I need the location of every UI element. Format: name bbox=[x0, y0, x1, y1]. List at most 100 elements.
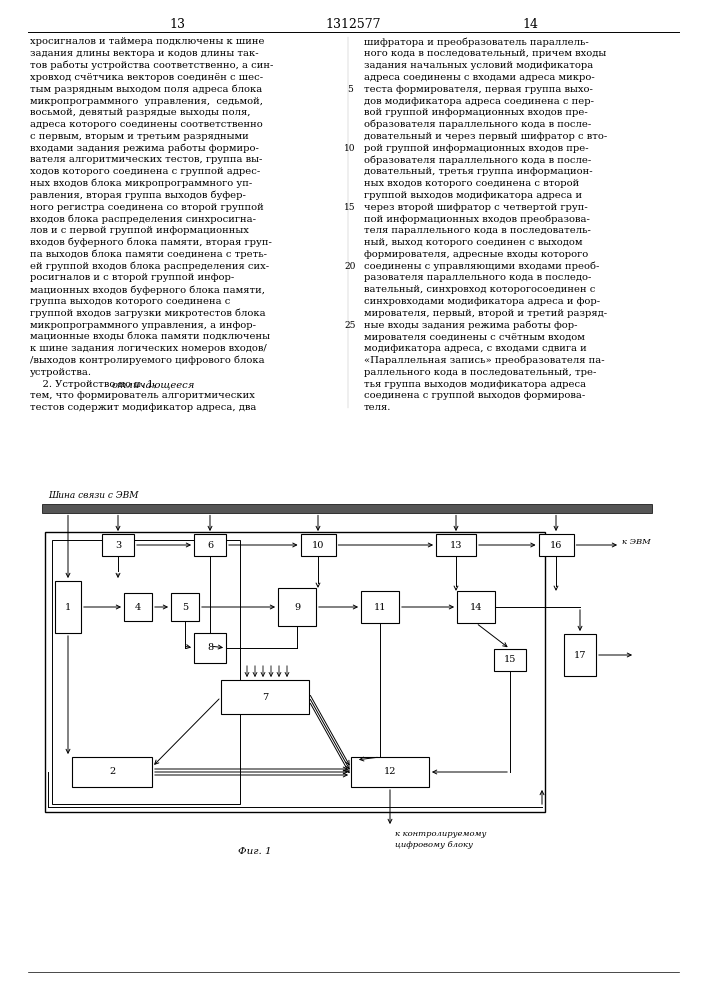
Text: микропрограммного  управления,  седьмой,: микропрограммного управления, седьмой, bbox=[30, 97, 263, 105]
Text: через второй шифратор с четвертой груп-: через второй шифратор с четвертой груп- bbox=[364, 203, 588, 212]
Bar bbox=[457, 591, 495, 623]
Bar bbox=[436, 534, 476, 556]
Text: теста формирователя, первая группа выхо-: теста формирователя, первая группа выхо- bbox=[364, 85, 593, 94]
Text: довательный и через первый шифратор с вто-: довательный и через первый шифратор с вт… bbox=[364, 132, 607, 141]
Text: входов буферного блока памяти, вторая груп-: входов буферного блока памяти, вторая гр… bbox=[30, 238, 272, 247]
Text: мирователя соединены с счётным входом: мирователя соединены с счётным входом bbox=[364, 332, 585, 342]
Text: 14: 14 bbox=[469, 602, 482, 611]
Text: вой группой информационных входов пре-: вой группой информационных входов пре- bbox=[364, 108, 588, 117]
Bar bbox=[300, 534, 336, 556]
Text: мационные входы блока памяти подключены: мационные входы блока памяти подключены bbox=[30, 332, 270, 342]
Text: Шина связи с ЭВМ: Шина связи с ЭВМ bbox=[48, 491, 139, 500]
Text: группой входов загрузки микротестов блока: группой входов загрузки микротестов блок… bbox=[30, 309, 266, 318]
Text: к шине задания логических номеров входов/: к шине задания логических номеров входов… bbox=[30, 344, 267, 353]
Text: 6: 6 bbox=[207, 540, 213, 550]
Text: образователя параллельного кода в после-: образователя параллельного кода в после- bbox=[364, 155, 591, 165]
Bar bbox=[52, 540, 240, 804]
Text: раллельного кода в последовательный, тре-: раллельного кода в последовательный, тре… bbox=[364, 368, 597, 377]
Text: 20: 20 bbox=[344, 262, 356, 271]
Text: входами задания режима работы формиро-: входами задания режима работы формиро- bbox=[30, 143, 259, 153]
Bar bbox=[351, 757, 429, 787]
Text: 15: 15 bbox=[504, 656, 516, 664]
Bar bbox=[564, 634, 596, 676]
Text: вателя алгоритмических тестов, группа вы-: вателя алгоритмических тестов, группа вы… bbox=[30, 155, 262, 164]
Text: 3: 3 bbox=[115, 540, 121, 550]
Bar bbox=[194, 633, 226, 663]
Text: ей группой входов блока распределения сих-: ей группой входов блока распределения си… bbox=[30, 261, 269, 271]
Text: тестов содержит модификатор адреса, два: тестов содержит модификатор адреса, два bbox=[30, 403, 257, 412]
Text: 1: 1 bbox=[65, 602, 71, 611]
Bar bbox=[45, 532, 545, 812]
Text: микропрограммного управления, а инфор-: микропрограммного управления, а инфор- bbox=[30, 321, 256, 330]
Text: /выходов контролируемого цифрового блока: /выходов контролируемого цифрового блока bbox=[30, 356, 264, 365]
Text: па выходов блока памяти соединена с треть-: па выходов блока памяти соединена с трет… bbox=[30, 250, 267, 259]
Bar bbox=[72, 757, 152, 787]
Text: 7: 7 bbox=[262, 692, 268, 702]
Text: дов модификатора адреса соединена с пер-: дов модификатора адреса соединена с пер- bbox=[364, 97, 594, 105]
Text: к контролируемому: к контролируемому bbox=[395, 830, 486, 838]
Text: 13: 13 bbox=[169, 17, 185, 30]
Bar bbox=[194, 534, 226, 556]
Text: 5: 5 bbox=[347, 85, 353, 94]
Text: ный, выход которого соединен с выходом: ный, выход которого соединен с выходом bbox=[364, 238, 583, 247]
Text: 11: 11 bbox=[374, 602, 386, 611]
Text: ного кода в последовательный, причем входы: ного кода в последовательный, причем вхо… bbox=[364, 49, 606, 58]
Text: адреса соединены с входами адреса микро-: адреса соединены с входами адреса микро- bbox=[364, 73, 595, 82]
Text: разователя параллельного кода в последо-: разователя параллельного кода в последо- bbox=[364, 273, 591, 282]
Text: задания начальных условий модификатора: задания начальных условий модификатора bbox=[364, 61, 593, 70]
Bar bbox=[361, 591, 399, 623]
Text: пой информационных входов преобразова-: пой информационных входов преобразова- bbox=[364, 214, 590, 224]
Text: ные входы задания режима работы фор-: ные входы задания режима работы фор- bbox=[364, 320, 578, 330]
Text: устройства.: устройства. bbox=[30, 368, 92, 377]
Text: рой группой информационных входов пре-: рой группой информационных входов пре- bbox=[364, 144, 589, 153]
Text: росигналов и с второй группой инфор-: росигналов и с второй группой инфор- bbox=[30, 273, 234, 282]
Text: 16: 16 bbox=[550, 540, 562, 550]
Text: 1312577: 1312577 bbox=[325, 17, 381, 30]
Text: мационных входов буферного блока памяти,: мационных входов буферного блока памяти, bbox=[30, 285, 265, 295]
Text: задания длины вектора и кодов длины так-: задания длины вектора и кодов длины так- bbox=[30, 49, 259, 58]
Text: 25: 25 bbox=[344, 321, 356, 330]
Text: формирователя, адресные входы которого: формирователя, адресные входы которого bbox=[364, 250, 588, 259]
Text: 4: 4 bbox=[135, 602, 141, 611]
Text: цифровому блоку: цифровому блоку bbox=[395, 841, 473, 849]
Text: хросигналов и таймера подключены к шине: хросигналов и таймера подключены к шине bbox=[30, 37, 264, 46]
Text: шифратора и преобразователь параллель-: шифратора и преобразователь параллель- bbox=[364, 37, 589, 47]
Text: 9: 9 bbox=[294, 602, 300, 611]
Text: ных входов блока микропрограммного уп-: ных входов блока микропрограммного уп- bbox=[30, 179, 252, 188]
Text: группа выходов которого соединена с: группа выходов которого соединена с bbox=[30, 297, 230, 306]
Bar bbox=[55, 581, 81, 633]
Text: лов и с первой группой информационных: лов и с первой группой информационных bbox=[30, 226, 249, 235]
Text: тем, что формирователь алгоритмических: тем, что формирователь алгоритмических bbox=[30, 391, 255, 400]
Text: тов работы устройства соответственно, а син-: тов работы устройства соответственно, а … bbox=[30, 61, 274, 70]
Text: теля.: теля. bbox=[364, 403, 392, 412]
Text: 17: 17 bbox=[574, 650, 586, 660]
Text: ходов которого соединена с группой адрес-: ходов которого соединена с группой адрес… bbox=[30, 167, 260, 176]
Text: образователя параллельного кода в после-: образователя параллельного кода в после- bbox=[364, 120, 591, 129]
Bar bbox=[42, 504, 652, 512]
Bar bbox=[278, 588, 316, 626]
Text: с первым, вторым и третьим разрядными: с первым, вторым и третьим разрядными bbox=[30, 132, 249, 141]
Text: довательный, третья группа информацион-: довательный, третья группа информацион- bbox=[364, 167, 592, 176]
Bar bbox=[102, 534, 134, 556]
Text: 2. Устройство по п. 1,: 2. Устройство по п. 1, bbox=[30, 380, 160, 389]
Text: «Параллельная запись» преобразователя па-: «Параллельная запись» преобразователя па… bbox=[364, 356, 604, 365]
Bar bbox=[124, 593, 152, 621]
Text: адреса которого соединены соответственно: адреса которого соединены соответственно bbox=[30, 120, 263, 129]
Text: восьмой, девятый разрядые выходы поля,: восьмой, девятый разрядые выходы поля, bbox=[30, 108, 250, 117]
Bar bbox=[539, 534, 573, 556]
Text: модификатора адреса, с входами сдвига и: модификатора адреса, с входами сдвига и bbox=[364, 344, 587, 353]
Text: 8: 8 bbox=[207, 644, 213, 652]
Text: отличающееся: отличающееся bbox=[112, 380, 195, 389]
Text: Фиг. 1: Фиг. 1 bbox=[238, 848, 271, 856]
Text: соединена с группой выходов формирова-: соединена с группой выходов формирова- bbox=[364, 391, 585, 400]
Text: мирователя, первый, второй и третий разряд-: мирователя, первый, второй и третий разр… bbox=[364, 309, 607, 318]
Text: ных входов которого соединена с второй: ных входов которого соединена с второй bbox=[364, 179, 579, 188]
Text: 12: 12 bbox=[384, 768, 396, 776]
Text: 13: 13 bbox=[450, 540, 462, 550]
Text: соединены с управляющими входами преоб-: соединены с управляющими входами преоб- bbox=[364, 261, 600, 271]
Text: равления, вторая группа выходов буфер-: равления, вторая группа выходов буфер- bbox=[30, 191, 246, 200]
Text: вательный, синхровход которогосоединен с: вательный, синхровход которогосоединен с bbox=[364, 285, 595, 294]
Text: тым разрядным выходом поля адреса блока: тым разрядным выходом поля адреса блока bbox=[30, 84, 262, 94]
Bar bbox=[494, 649, 526, 671]
Text: 2: 2 bbox=[109, 768, 115, 776]
